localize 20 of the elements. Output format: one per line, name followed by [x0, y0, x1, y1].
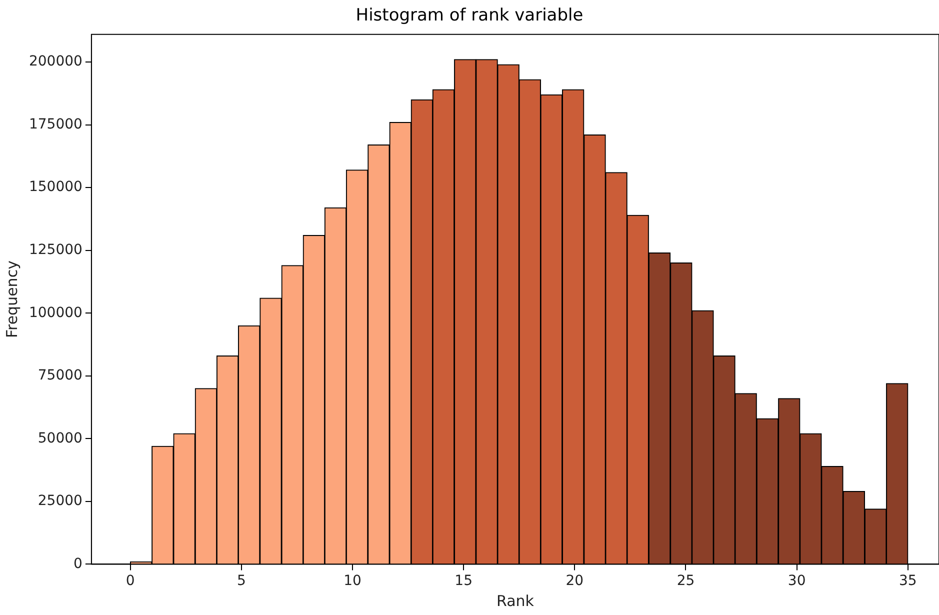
y-tick-label: 200000 [28, 54, 82, 70]
x-tick-label: 15 [454, 573, 472, 590]
y-tick-label: 50000 [38, 430, 82, 446]
x-tick-label: 30 [788, 573, 806, 590]
x-tick-label: 0 [126, 573, 135, 590]
y-tick-label: 150000 [28, 179, 82, 196]
x-axis-title: Rank [496, 592, 534, 610]
x-tick-label: 25 [676, 573, 695, 590]
y-tick-label: 75000 [38, 368, 82, 384]
y-tick-label: 0 [74, 556, 82, 572]
x-tick-label: 35 [898, 573, 917, 590]
y-tick-label: 175000 [28, 116, 82, 132]
y-tick-label: 100000 [28, 304, 82, 321]
chart-title: Histogram of rank variable [356, 6, 584, 26]
x-tick-label: 20 [566, 573, 584, 590]
y-tick-label: 25000 [38, 493, 82, 510]
x-tick-label: 10 [344, 573, 362, 590]
y-tick-label: 125000 [28, 242, 82, 258]
y-axis-title: Frequency [2, 260, 21, 338]
x-tick-label: 5 [236, 573, 246, 590]
